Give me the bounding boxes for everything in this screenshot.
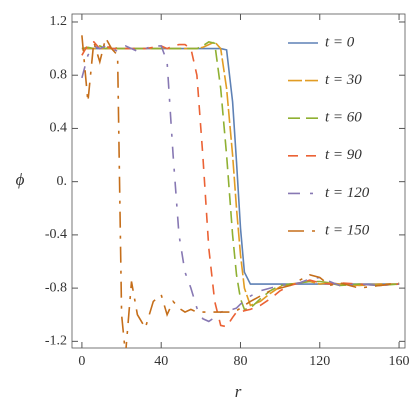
x-tick-label: 160 xyxy=(389,354,410,369)
y-axis-label: ϕ xyxy=(16,170,25,189)
x-tick-label: 0 xyxy=(78,354,85,369)
y-tick-label: 0. xyxy=(57,174,68,189)
y-tick-label: -0.8 xyxy=(45,280,67,295)
y-tick-label: 0.8 xyxy=(50,67,68,82)
series-line xyxy=(81,35,400,348)
legend-label: t = 60 xyxy=(325,110,362,126)
x-tick-label: 40 xyxy=(154,354,168,369)
series-line xyxy=(81,44,400,323)
legend-label: t = 120 xyxy=(325,185,370,201)
y-tick-label: -0.4 xyxy=(45,227,67,242)
legend-label: t = 90 xyxy=(325,147,362,163)
legend-label: t = 150 xyxy=(325,222,370,238)
x-axis-label: r xyxy=(235,382,242,401)
x-tick-label: 120 xyxy=(309,354,330,369)
legend-label: t = 0 xyxy=(325,34,355,50)
plot-frame xyxy=(71,13,406,349)
y-tick-label: 0.4 xyxy=(50,121,68,136)
x-tick-label: 80 xyxy=(233,354,247,369)
y-tick-label: 1.2 xyxy=(50,14,68,29)
series-line xyxy=(81,40,400,328)
y-tick-label: -1.2 xyxy=(45,334,67,349)
legend-label: t = 30 xyxy=(325,72,362,88)
